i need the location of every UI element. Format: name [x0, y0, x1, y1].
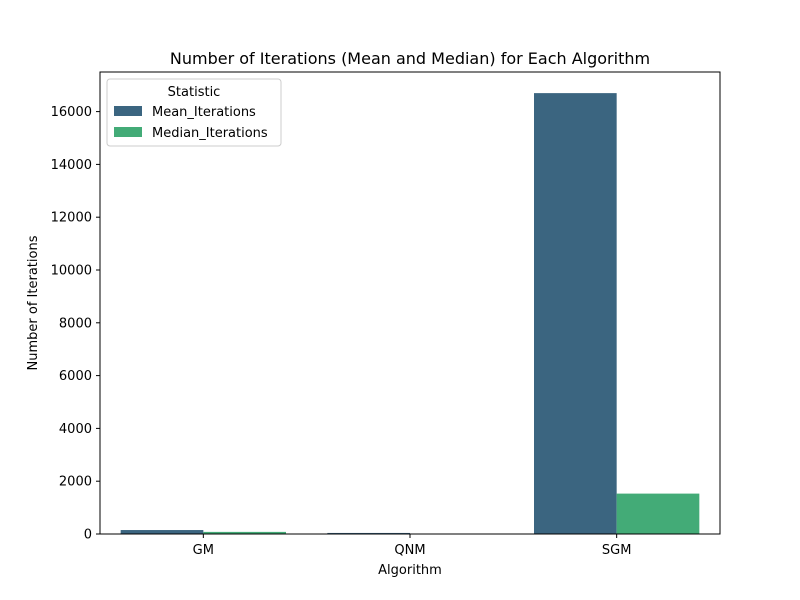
bar-sgm-median-iterations [616, 493, 700, 534]
y-tick-label: 8000 [59, 316, 92, 331]
bars [120, 93, 700, 535]
y-tick-label: 16000 [51, 105, 92, 120]
y-tick-label: 0 [84, 528, 92, 543]
y-tick-label: 14000 [51, 158, 92, 173]
y-tick-label: 4000 [59, 422, 92, 437]
chart-title: Number of Iterations (Mean and Median) f… [170, 49, 650, 68]
legend-title: Statistic [168, 85, 221, 100]
bar-sgm-mean-iterations [534, 93, 617, 535]
legend-swatch [114, 127, 142, 137]
bar-qnm-mean-iterations [327, 532, 410, 534]
y-axis-label: Number of Iterations [26, 235, 41, 370]
legend-entries: Mean_Iterations Median_Iterations [114, 105, 268, 141]
x-axis: GM QNM SGM [193, 534, 632, 558]
legend: Statistic Mean_Iterations Median_Iteratio… [106, 78, 282, 147]
legend-label: Mean_Iterations [152, 105, 256, 120]
bar-gm-median-iterations [203, 531, 286, 534]
y-tick-label: 12000 [51, 211, 92, 226]
bar-gm-mean-iterations [120, 530, 204, 534]
x-tick-label: SGM [602, 543, 632, 558]
legend-box [106, 78, 282, 147]
y-axis: 0 2000 4000 6000 8000 10000 12000 14000 16000 [51, 105, 100, 543]
x-tick-label: QNM [394, 543, 425, 558]
legend-label: Median_Iterations [152, 126, 268, 141]
legend-swatch [114, 106, 142, 116]
x-tick-label: GM [193, 543, 214, 558]
y-tick-label: 6000 [59, 369, 92, 384]
y-tick-label: 10000 [51, 264, 92, 279]
y-tick-label: 2000 [59, 475, 92, 490]
x-axis-label: Algorithm [378, 563, 442, 578]
